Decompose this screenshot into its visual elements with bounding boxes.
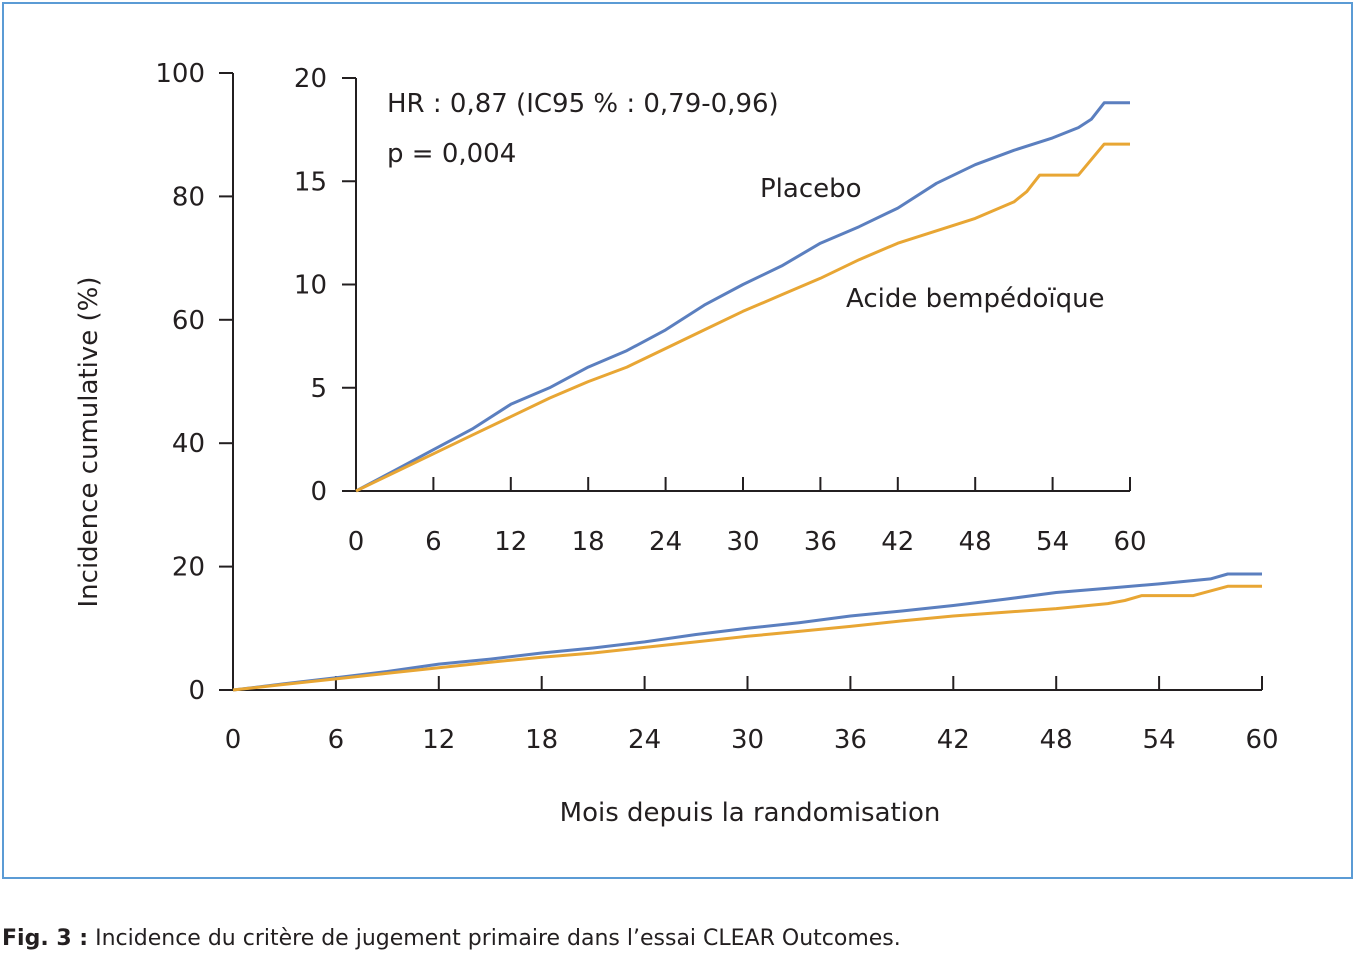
inset-series-line-bempedoic <box>355 142 1130 493</box>
inset-x-tick-label: 60 <box>1113 527 1146 557</box>
inset-y-tick-label: 20 <box>294 64 327 94</box>
inset-y-tick-label: 5 <box>310 374 327 404</box>
main-x-tick-label: 0 <box>225 725 242 755</box>
hr-annotation: HR : 0,87 (IC95 % : 0,79-0,96) <box>387 89 779 119</box>
main-series-line-bempedoic <box>232 584 1262 692</box>
main-y-tick-label: 60 <box>172 306 205 336</box>
placebo-series-label: Placebo <box>760 174 862 204</box>
main-y-tick-label: 20 <box>172 553 205 583</box>
inset-x-tick-label: 24 <box>649 527 682 557</box>
main-x-tick-label: 48 <box>1040 725 1073 755</box>
inset-chart: 0 5 10 15 20 0 6 12 18 24 30 36 42 48 54 60 HR : 0,87 (… <box>294 64 1147 557</box>
inset-series-line-placebo <box>355 101 1130 493</box>
main-x-tick-label: 12 <box>422 725 455 755</box>
p-value-annotation: p = 0,004 <box>387 139 516 169</box>
inset-x-tick-label: 54 <box>1036 527 1069 557</box>
main-y-tick-label: 0 <box>188 676 205 706</box>
inset-y-tick-label: 0 <box>310 477 327 507</box>
main-x-tick-label: 36 <box>834 725 867 755</box>
main-x-tick-label: 6 <box>328 725 345 755</box>
inset-x-tick-label: 0 <box>348 527 365 557</box>
inset-y-tick-label: 10 <box>294 271 327 301</box>
figure-frame <box>2 2 1353 879</box>
inset-x-tick-label: 18 <box>572 527 605 557</box>
inset-x-tick-label: 42 <box>881 527 914 557</box>
caption-label: Fig. 3 : <box>2 926 89 951</box>
x-axis-label: Mois depuis la randomisation <box>560 798 941 828</box>
inset-x-tick-label: 30 <box>726 527 759 557</box>
caption-text: Incidence du critère de jugement primair… <box>95 926 901 951</box>
main-series-line-placebo <box>232 572 1262 692</box>
main-y-tick-label: 100 <box>155 59 205 89</box>
inset-series <box>355 101 1130 493</box>
main-x-tick-label: 24 <box>628 725 661 755</box>
main-x-tick-label: 30 <box>731 725 764 755</box>
inset-x-tick-label: 36 <box>804 527 837 557</box>
main-x-tick-label: 42 <box>937 725 970 755</box>
main-x-tick-label: 54 <box>1143 725 1176 755</box>
inset-axes: 0 5 10 15 20 0 6 12 18 24 30 36 42 48 54 60 <box>294 64 1147 557</box>
inset-x-tick-label: 48 <box>959 527 992 557</box>
main-series <box>232 572 1262 692</box>
main-x-tick-label: 18 <box>525 725 558 755</box>
inset-x-tick-label: 6 <box>425 527 442 557</box>
main-y-tick-label: 40 <box>172 429 205 459</box>
y-axis-label: Incidence cumulative (%) <box>74 277 104 608</box>
main-y-tick-label: 80 <box>172 182 205 212</box>
inset-x-tick-label: 12 <box>494 527 527 557</box>
bempedoic-series-label: Acide bempédoïque <box>846 284 1105 314</box>
figure-caption: Fig. 3 : Incidence du critère de jugemen… <box>2 926 901 951</box>
inset-y-tick-label: 15 <box>294 167 327 197</box>
main-x-tick-label: 60 <box>1245 725 1278 755</box>
